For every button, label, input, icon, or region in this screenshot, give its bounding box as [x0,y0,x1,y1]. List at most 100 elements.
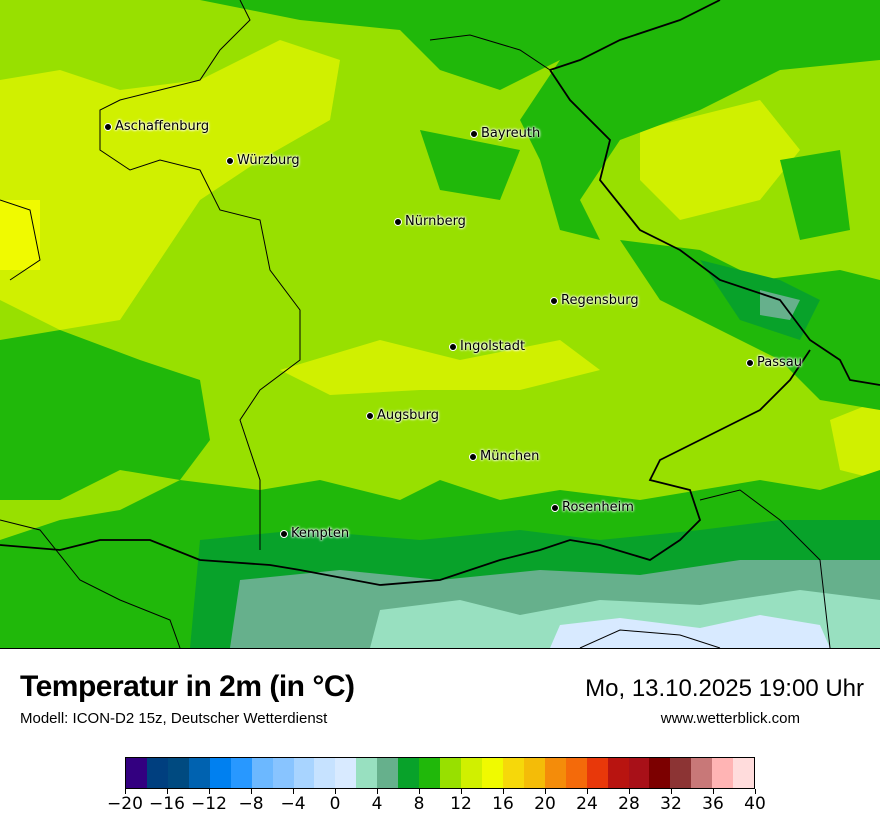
legend-tick [754,789,756,794]
legend-swatch [272,758,294,788]
city-aschaffenburg: Aschaffenburg [104,119,209,134]
legend-swatch [419,758,441,788]
borders [0,0,880,648]
legend-swatch [649,758,671,788]
legend-swatch [167,758,189,788]
legend-ticks: −20 −16 −12 −8 −4 0 4 8 12 16 20 24 28 32 36 40 [107,789,766,819]
city-marker [366,411,374,420]
legend-swatch [188,758,210,788]
legend-tick-label: −12 [191,794,227,814]
website-link[interactable]: www.wetterblick.com [660,710,800,727]
legend-swatch [733,758,755,788]
city-marker [550,296,558,305]
city-bayreuth: Bayreuth [470,126,540,141]
cold-areas-0-2 [550,615,830,648]
legend-swatch [523,758,545,788]
legend-tick-label: 40 [744,794,766,814]
city-marker [104,122,112,131]
legend-tick-label: 16 [492,794,514,814]
legend-swatch [712,758,734,788]
map-title: Temperatur in 2m (in °C) [20,670,355,703]
legend-tick-label: −8 [238,794,264,814]
city-marker [226,156,234,165]
legend-swatch [398,758,420,788]
model-source: Modell: ICON-D2 15z, Deutscher Wetterdie… [20,710,328,727]
city-label: Aschaffenburg [115,119,210,134]
legend-tick-label: 0 [329,794,341,814]
legend-tick [628,789,630,794]
city-marker [280,529,288,538]
legend-swatch [586,758,608,788]
legend-tick [502,789,504,794]
city-label: Bayreuth [481,126,541,141]
legend-tick [544,789,546,794]
legend-swatch [481,758,503,788]
city-passau: Passau [746,355,802,370]
city-label: Passau [757,355,802,370]
city-label: Rosenheim [562,500,634,515]
legend-tick [712,789,714,794]
legend-tick [460,789,462,794]
city-marker [449,342,457,351]
city-rosenheim: Rosenheim [551,500,634,515]
legend-tick [208,789,210,794]
legend-tick [670,789,672,794]
legend-tick-label: −16 [149,794,185,814]
legend-tick-label: −4 [280,794,306,814]
legend-tick-label: 24 [576,794,598,814]
legend-tick-label: 12 [450,794,472,814]
city-marker [746,358,754,367]
legend-tick-label: 8 [413,794,425,814]
city-label: München [480,449,540,464]
legend-swatch [356,758,378,788]
legend-swatch [628,758,650,788]
city-kempten: Kempten [280,526,349,541]
city-regensburg: Regensburg [550,293,639,308]
legend-tick [586,789,588,794]
city-ingolstadt: Ingolstadt [449,339,525,354]
legend-swatch [251,758,273,788]
legend-swatch [293,758,315,788]
city-augsburg: Augsburg [366,408,439,423]
legend-tick [418,789,420,794]
city-marker [470,129,478,138]
city-label: Regensburg [561,293,639,308]
legend-swatch [565,758,587,788]
legend-swatch [209,758,231,788]
city-label: Ingolstadt [460,339,526,354]
city-nuernberg: Nürnberg [394,214,466,229]
valid-datetime: Mo, 13.10.2025 19:00 Uhr [585,675,864,702]
legend-tick-label: 20 [534,794,556,814]
color-legend: −20 −16 −12 −8 −4 0 4 8 12 16 20 24 28 32 36 40 [107,757,766,814]
legend-colorbar [125,757,755,789]
legend-tick [334,789,336,794]
city-label: Kempten [291,526,350,541]
legend-swatch [607,758,629,788]
legend-swatch [440,758,461,788]
legend-swatch [670,758,692,788]
legend-swatch [502,758,524,788]
warm-area-14-16 [0,200,40,270]
city-muenchen: München [469,449,539,464]
legend-swatch [461,758,482,788]
legend-tick [376,789,378,794]
city-marker [551,503,559,512]
legend-swatch [146,758,168,788]
legend-swatch [314,758,336,788]
legend-swatch [691,758,713,788]
city-label: Augsburg [377,408,440,423]
legend-swatch [335,758,357,788]
legend-tick-label: −20 [107,794,143,814]
legend-swatch [126,758,147,788]
legend-tick [166,789,168,794]
legend-tick-label: 4 [371,794,383,814]
legend-tick-label: 36 [702,794,724,814]
temperature-map [0,0,880,649]
legend-tick [250,789,252,794]
city-label: Nürnberg [405,214,466,229]
legend-tick [124,789,126,794]
city-label: Würzburg [237,153,300,168]
legend-tick-label: 28 [618,794,640,814]
city-marker [394,217,402,226]
legend-swatch [230,758,252,788]
